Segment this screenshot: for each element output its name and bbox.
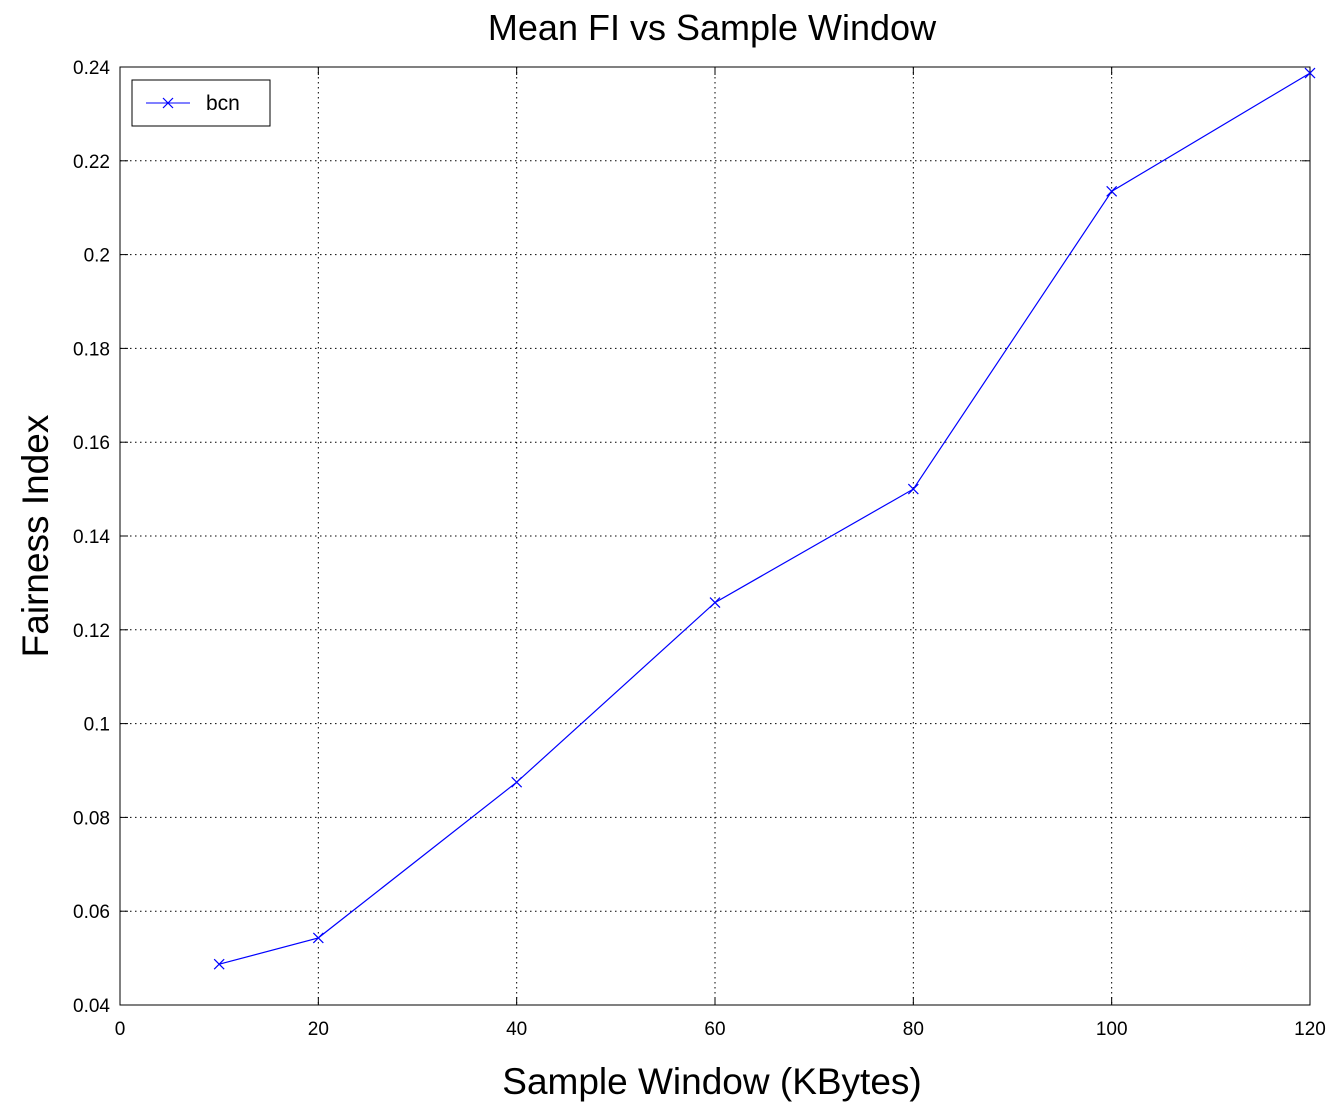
y-axis-label: Fairness Index (15, 414, 56, 657)
chart-title: Mean FI vs Sample Window (488, 7, 937, 48)
x-tick-label: 40 (506, 1019, 527, 1040)
x-tick-label: 60 (704, 1019, 725, 1040)
grid-lines (120, 67, 1310, 1005)
y-tick-label: 0.2 (84, 246, 110, 267)
data-point-marker (511, 776, 523, 788)
y-tick-label: 0.08 (73, 808, 110, 829)
x-tick-label: 100 (1096, 1019, 1128, 1040)
data-point-marker (1106, 185, 1118, 197)
data-point-marker (213, 958, 225, 970)
x-tick-label: 120 (1294, 1019, 1326, 1040)
y-tick-label: 0.04 (73, 996, 110, 1017)
y-tick-label: 0.14 (73, 527, 110, 548)
x-tick-label: 80 (903, 1019, 924, 1040)
y-tick-label: 0.18 (73, 339, 110, 360)
y-tick-label: 0.22 (73, 152, 110, 173)
y-tick-label: 0.1 (84, 715, 110, 736)
data-point-marker (1304, 67, 1316, 79)
y-tick-label: 0.24 (73, 58, 110, 79)
data-point-marker (907, 483, 919, 495)
x-tick-label: 0 (115, 1019, 126, 1040)
y-tick-label: 0.12 (73, 621, 110, 642)
legend-entry-bcn: bcn (206, 92, 240, 115)
y-tick-label: 0.06 (73, 902, 110, 923)
x-tick-label: 20 (308, 1019, 329, 1040)
data-point-marker (312, 932, 324, 944)
legend: bcn (131, 79, 271, 127)
series-line-bcn (219, 72, 1311, 965)
axis-ticks: 0 20 40 60 80 100 120 0.04 0.06 0.08 0.1 0.12 0.14 0.… (73, 58, 1326, 1040)
y-tick-label: 0.16 (73, 433, 110, 454)
data-point-marker (709, 597, 721, 609)
legend-marker-x-icon (162, 97, 174, 109)
series-layer (213, 67, 1316, 970)
x-axis-label: Sample Window (KBytes) (502, 1061, 921, 1102)
